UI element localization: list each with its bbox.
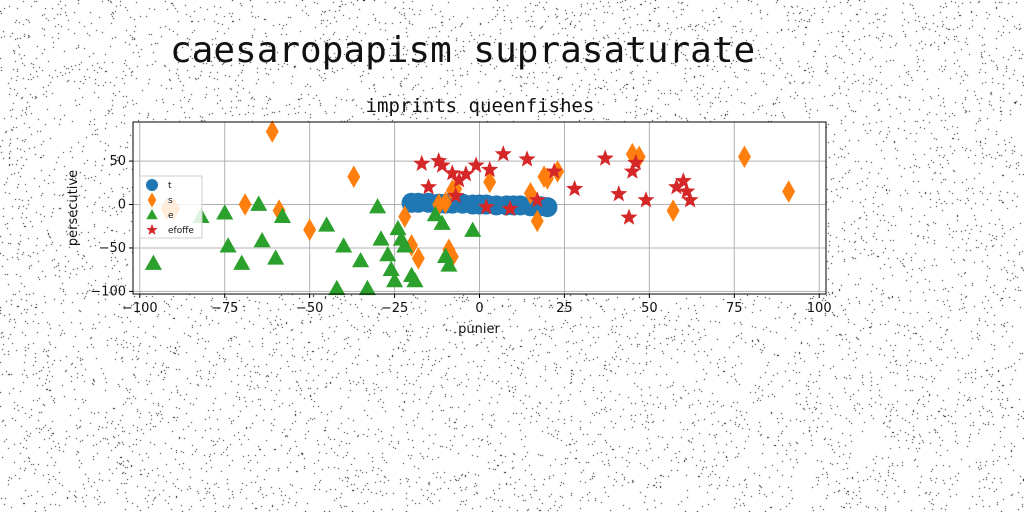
- triangle-point: [440, 256, 458, 272]
- data-marks: [144, 120, 796, 296]
- star-point: [681, 191, 699, 208]
- legend-label: s: [168, 196, 173, 206]
- axis-ticks: −100 −75 −50 −25 0 25 50 75 100 −100 −50 0 50: [90, 154, 831, 316]
- triangle-point: [216, 204, 234, 220]
- triangle-point: [369, 198, 387, 214]
- diamond-point: [782, 180, 796, 203]
- diamond-point: [439, 191, 453, 215]
- legend-label: e: [168, 211, 174, 221]
- diamond-point: [303, 218, 317, 241]
- star-point: [457, 165, 475, 182]
- x-tick-label: −50: [296, 301, 323, 316]
- star-point: [528, 191, 546, 208]
- star-point: [545, 162, 563, 179]
- star-point: [420, 178, 438, 195]
- triangle-point: [426, 205, 444, 222]
- triangle-point: [386, 271, 404, 288]
- triangle-point: [273, 207, 292, 223]
- star-point: [447, 186, 465, 204]
- figure-suptitle: caesaropapism suprasaturate: [170, 30, 756, 71]
- x-tick-label: 0: [475, 301, 483, 316]
- diamond-point: [265, 120, 279, 143]
- star-point: [610, 185, 628, 202]
- triangle-point: [396, 237, 414, 253]
- star-point: [627, 153, 645, 171]
- diamond-point: [405, 234, 419, 257]
- triangle-point: [267, 249, 285, 265]
- diamond-point: [398, 205, 412, 228]
- x-tick-label: 50: [641, 301, 658, 316]
- star-point: [430, 152, 448, 169]
- triangle-point: [433, 214, 451, 230]
- triangle-point: [389, 219, 407, 236]
- diamond-point: [666, 199, 680, 222]
- series-efoffe: [413, 145, 699, 225]
- star-point: [433, 156, 451, 173]
- star-point: [477, 198, 495, 215]
- diamond-point: [540, 167, 554, 190]
- triangle-point: [328, 279, 346, 296]
- star-point: [678, 182, 696, 199]
- star-point: [443, 164, 461, 181]
- star-point: [668, 178, 686, 195]
- legend: tse efoffe: [139, 175, 203, 239]
- star-point: [674, 172, 692, 189]
- triangle-point: [358, 279, 376, 296]
- triangle-point: [352, 251, 370, 268]
- star-point: [413, 154, 431, 171]
- diamond-point: [272, 199, 286, 222]
- star-point: [620, 208, 638, 225]
- triangle-point: [144, 254, 162, 270]
- legend-label: t: [168, 181, 172, 191]
- legend-marker-efoffe: [146, 224, 158, 235]
- triangle-point: [372, 230, 390, 246]
- triangle-point: [382, 260, 400, 276]
- star-point: [623, 162, 641, 179]
- star-point: [637, 191, 655, 208]
- circle-point: [537, 197, 558, 218]
- triangle-point: [253, 232, 271, 248]
- diamond-point: [411, 247, 425, 270]
- y-axis-label: persecutive: [66, 170, 81, 246]
- x-tick-label: 75: [726, 301, 743, 316]
- y-tick-label: 0: [118, 198, 126, 213]
- triangle-point: [250, 195, 268, 211]
- star-point: [501, 199, 519, 217]
- star-point: [450, 171, 468, 188]
- y-tick-label: −50: [99, 241, 126, 256]
- y-tick-label: −100: [90, 284, 126, 299]
- x-tick-label: −75: [211, 301, 238, 316]
- star-point: [566, 179, 584, 197]
- x-axis-label: punier: [458, 322, 500, 337]
- triangle-point: [464, 221, 482, 237]
- diamond-point: [530, 209, 544, 233]
- triangle-point: [233, 254, 251, 270]
- star-point: [467, 156, 485, 173]
- chart-title: imprints queenfishes: [366, 95, 595, 117]
- legend-marker-t: [146, 179, 158, 191]
- x-tick-label: 25: [556, 301, 573, 316]
- legend-marker-e: [146, 209, 158, 220]
- triangle-point: [379, 245, 397, 262]
- triangle-point: [318, 216, 336, 232]
- x-tick-label: −100: [122, 301, 158, 316]
- diamond-point: [238, 193, 252, 216]
- legend-label: efoffe: [168, 226, 194, 236]
- x-tick-label: 100: [807, 301, 832, 316]
- diamond-point: [737, 145, 751, 168]
- triangle-point: [406, 271, 424, 288]
- star-point: [596, 149, 614, 166]
- x-tick-label: −25: [381, 301, 408, 316]
- diamond-point: [347, 165, 361, 188]
- y-tick-label: 50: [109, 154, 126, 169]
- star-point: [481, 160, 499, 178]
- triangle-point: [219, 237, 237, 253]
- star-point: [518, 150, 536, 167]
- triangle-point: [335, 237, 353, 253]
- legend-marker-s: [147, 192, 157, 208]
- star-point: [494, 145, 512, 162]
- diamond-point: [483, 170, 497, 194]
